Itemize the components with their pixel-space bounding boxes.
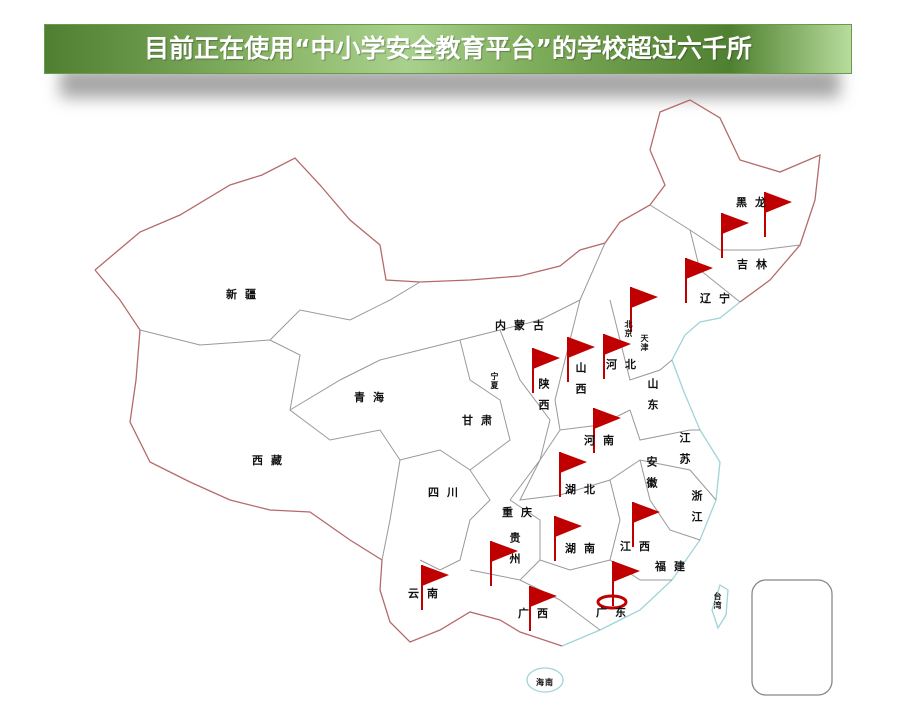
hainan-island [526,667,564,693]
label-heilongjiang: 黑龙 [736,196,774,209]
label-sichuan: 四川 [428,486,466,499]
label-xinjiang: 新疆 [226,288,264,301]
label-yunnan: 云南 [408,587,446,600]
flag-icon [604,334,631,355]
south-china-sea-inset [751,579,833,696]
flag-marker-henan [593,408,621,453]
label-taiwan: 台湾 [713,592,723,610]
flag-icon [568,337,595,358]
flag-marker-jiangxi [632,502,660,547]
province-borders [139,204,801,631]
label-hainan: 海南 [536,677,554,687]
flag-marker-guangxi [529,586,557,631]
flags [421,192,792,631]
label-beijing: 北京 [624,320,634,338]
label-guangdong: 广东 [596,606,634,619]
flag-icon [722,213,749,234]
flag-marker-beijing [630,287,658,332]
flag-marker-hunan [554,516,582,561]
label-gansu: 甘肃 [462,414,500,427]
southern-border [94,269,563,647]
flag-icon [631,287,658,308]
label-jiangsu: 江苏 [678,432,691,474]
label-shanxi: 山西 [574,362,587,404]
flag-icon [555,516,582,537]
flag-icon [633,502,660,523]
label-jilin: 吉林 [737,258,775,271]
flag-icon [594,408,621,429]
flag-icon [422,565,449,586]
label-shandong: 山东 [646,378,659,420]
flag-icon [765,192,792,213]
flag-icon [613,561,640,582]
label-anhui: 安徽 [645,456,658,498]
label-tianjin: 天津 [640,334,650,352]
label-liaoning: 辽宁 [700,292,738,305]
flag-marker-shanxi [567,337,595,382]
flag-marker-heilongjiang [764,192,792,237]
flag-icon [533,348,560,369]
flag-marker-hubei [559,452,587,497]
label-chongqing: 重庆 [502,506,540,519]
flag-icon [491,541,518,562]
flag-icon [560,452,587,473]
flag-marker-shaanxi [532,348,560,393]
label-henan: 河南 [584,434,622,447]
flag-marker-guizhou [490,541,518,586]
label-hunan: 湖南 [565,542,603,555]
flag-marker-heilongjiang-2 [721,213,749,258]
label-guangxi: 广西 [518,607,556,620]
page-title: 目前正在使用“中小学安全教育平台”的学校超过六千所 [44,24,852,74]
label-qinghai: 青海 [354,391,392,404]
flag-marker-guangdong [612,561,640,606]
taiwan-island [711,584,729,630]
highlight-ring [596,594,628,610]
flag-icon [530,586,557,607]
flag-marker-jilin [685,258,713,303]
label-hubei: 湖北 [565,483,603,496]
label-guizhou: 贵州 [508,532,521,574]
label-jiangxi: 江西 [620,540,658,553]
label-shaanxi: 陕西 [537,378,550,420]
label-fujian: 福建 [655,560,693,573]
label-zhejiang: 浙江 [690,490,703,532]
label-xizang: 西藏 [252,454,290,467]
flag-marker-hebei [603,334,631,379]
coastline [561,301,741,647]
label-ningxia: 宁夏 [490,372,500,390]
country-border [94,99,821,303]
label-hebei: 河北 [606,358,644,371]
flag-marker-yunnan [421,565,449,610]
label-neimenggu: 内蒙古 [495,319,552,332]
flag-icon [686,258,713,279]
